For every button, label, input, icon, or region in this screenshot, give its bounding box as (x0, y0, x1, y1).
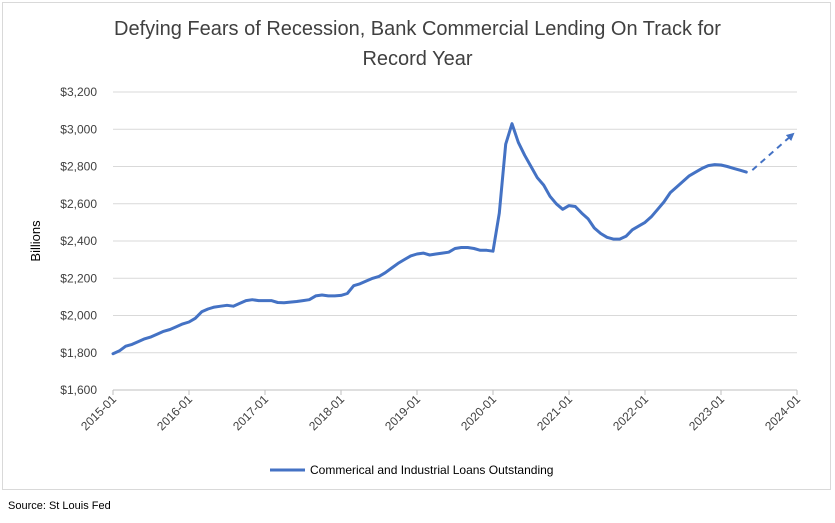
line-chart: $1,600 $1,800 $2,000 $2,200 $2,400 $2,600 $2,8… (28, 85, 803, 477)
x-tick-label: 2016-01 (154, 392, 195, 433)
y-tick-label: $2,000 (60, 309, 97, 323)
y-tick-label: $2,400 (60, 234, 97, 248)
y-tick-label: $2,200 (60, 271, 97, 285)
y-tick-label: $2,600 (60, 197, 97, 211)
x-tick-label: 2019-01 (382, 392, 423, 433)
x-tick-label: 2022-01 (610, 392, 651, 433)
legend: Commerical and Industrial Loans Outstand… (270, 463, 553, 477)
series-line (111, 122, 748, 356)
y-tick-label: $1,800 (60, 346, 97, 360)
x-tick-label: 2021-01 (534, 392, 575, 433)
x-tick-label: 2020-01 (458, 392, 499, 433)
x-tick-label: 2015-01 (78, 392, 119, 433)
y-axis-tick-labels: $1,600 $1,800 $2,000 $2,200 $2,400 $2,600 $2,8… (60, 85, 97, 397)
series-layer (111, 122, 795, 356)
source-note: Source: St Louis Fed (8, 500, 111, 512)
x-tick-label: 2017-01 (230, 392, 271, 433)
y-axis-title: Billions (28, 220, 43, 262)
legend-label: Commerical and Industrial Loans Outstand… (310, 463, 553, 477)
x-tick-label: 2023-01 (686, 392, 727, 433)
y-tick-label: $3,200 (60, 85, 97, 99)
chart-title-line-1: Defying Fears of Recession, Bank Commerc… (114, 18, 721, 40)
gridlines (113, 91, 797, 354)
y-tick-label: $2,800 (60, 160, 97, 174)
chart-title: Defying Fears of Recession, Bank Commerc… (0, 14, 835, 74)
x-tick-label: 2018-01 (306, 392, 347, 433)
projection-arrow (751, 132, 795, 171)
x-axis: 2015-01 2016-01 2017-01 2018-01 2019-01 2020-… (78, 389, 803, 433)
y-tick-label: $1,600 (60, 383, 97, 397)
chart-title-line-2: Record Year (362, 48, 473, 70)
x-tick-label: 2024-01 (762, 392, 803, 433)
y-tick-label: $3,000 (60, 122, 97, 136)
chart-frame (2, 2, 831, 490)
